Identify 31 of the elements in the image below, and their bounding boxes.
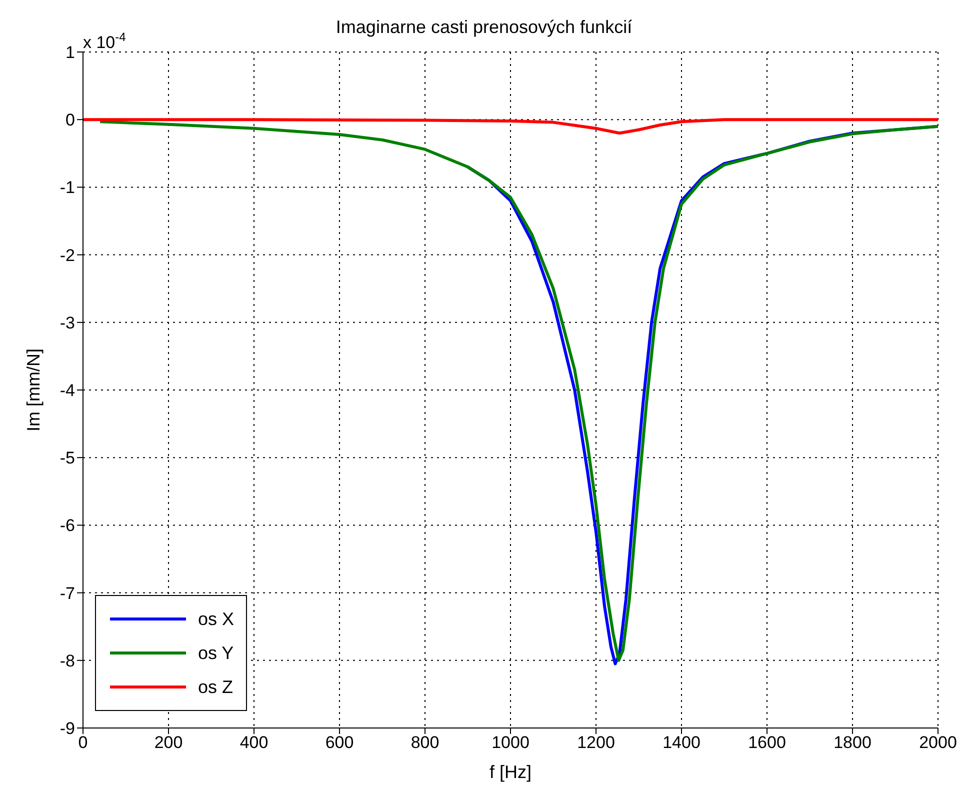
- x-tick-label: 200: [154, 733, 183, 752]
- x-tick-label: 1200: [577, 733, 615, 752]
- y-tick-label: -6: [60, 516, 75, 536]
- x-tick-label: 1800: [834, 733, 872, 752]
- x-tick-label: 0: [78, 733, 88, 752]
- x-tick-label: 1000: [492, 733, 530, 752]
- legend-label: os Y: [198, 642, 234, 664]
- legend-label: os Z: [198, 676, 234, 698]
- y-tick-label: -4: [60, 381, 75, 400]
- x-tick-label: 400: [240, 733, 268, 752]
- x-tick-label: 1400: [662, 733, 700, 752]
- text: x 10$^{-4}$: [83, 30, 126, 52]
- chart-title: Imaginarne casti prenosových funkcií: [336, 17, 632, 37]
- y-tick-label: 0: [66, 110, 75, 130]
- x-axis-title: f [Hz]: [489, 762, 532, 782]
- y-tick-label: -3: [60, 313, 75, 332]
- line-series: [98, 120, 938, 662]
- x-tick-label: 800: [410, 733, 440, 752]
- x-tick-label: 600: [325, 733, 354, 752]
- y-tick-label: -8: [60, 651, 75, 670]
- x-tick-label: 1600: [748, 733, 786, 752]
- legend-label: os X: [198, 608, 234, 630]
- y-axis-title: Im [mm/N]: [23, 348, 44, 432]
- y-tick-label: 1: [66, 43, 75, 62]
- y-tick-label: -2: [60, 246, 75, 265]
- y-tick-label: -1: [60, 178, 75, 198]
- y-tick-label: -5: [60, 448, 75, 468]
- x-tick-label: 2000: [919, 733, 957, 752]
- y-tick-label: -7: [60, 584, 75, 603]
- line-series: [83, 118, 938, 135]
- y-tick-label: -9: [60, 719, 75, 738]
